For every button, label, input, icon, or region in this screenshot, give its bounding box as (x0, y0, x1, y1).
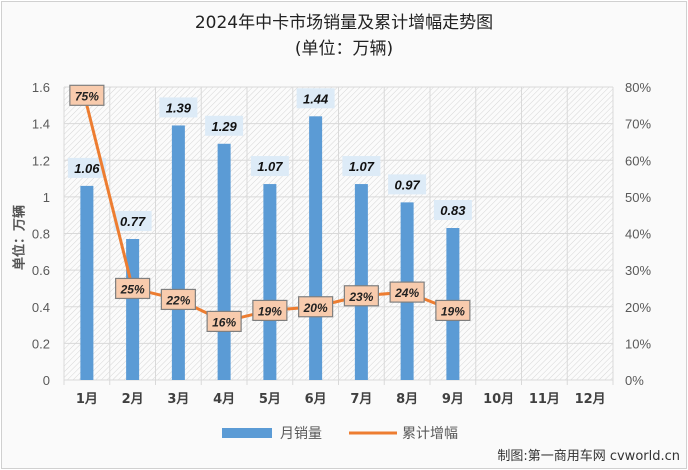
line-data-label: 24% (394, 286, 419, 300)
x-tick-label: 4月 (213, 392, 235, 407)
y-tick-label: 1 (43, 190, 50, 205)
x-tick-label: 11月 (529, 392, 560, 407)
y-tick-label: 0.2 (32, 336, 50, 351)
x-tick-label: 5月 (259, 392, 281, 407)
y-tick-label: 1.4 (32, 117, 50, 132)
bar-data-label: 1.06 (74, 161, 100, 176)
bar-label-bg (113, 210, 152, 231)
bar-3月 (171, 125, 185, 380)
line-data-label: 19% (258, 304, 282, 318)
bar-2月 (126, 238, 140, 380)
x-tick-label: 12月 (575, 392, 606, 407)
y-tick-label: 1.2 (32, 153, 50, 168)
bar-label-bg (296, 88, 335, 109)
legend-line-label: 累计增幅 (402, 426, 458, 442)
x-tick-label: 2月 (122, 392, 144, 407)
x-tick-label: 10月 (483, 392, 514, 407)
bar-label-bg (159, 97, 198, 118)
bar-data-label: 1.07 (349, 159, 375, 174)
y2-tick-label: 40% (625, 227, 651, 242)
chart-title: 2024年中卡市场销量及累计增幅走势图 (194, 13, 494, 33)
x-tick-label: 9月 (442, 392, 464, 407)
bar-label-bg (342, 156, 381, 177)
line-data-label: 25% (120, 282, 145, 296)
bar-data-label: 1.44 (303, 91, 329, 106)
y2-tick-label: 20% (625, 300, 651, 315)
y2-tick-label: 70% (625, 117, 651, 132)
y2-tick-label: 10% (625, 336, 651, 351)
y-tick-label: 0 (43, 373, 50, 388)
line-data-label: 75% (75, 89, 99, 103)
line-data-label: 23% (348, 290, 373, 304)
line-label-bg (115, 277, 151, 300)
line-data-label: 20% (303, 301, 328, 315)
y-tick-label: 0.4 (32, 300, 50, 315)
x-tick-label: 1月 (76, 392, 98, 407)
y-tick-label: 0.8 (32, 227, 50, 242)
y2-tick-label: 0% (625, 373, 644, 388)
bar-5月 (263, 184, 277, 380)
y2-tick-label: 60% (625, 153, 651, 168)
bar-data-label: 1.29 (211, 119, 237, 134)
bar-data-label: 1.07 (257, 159, 283, 174)
y-tick-label: 0.6 (32, 263, 50, 278)
bar-4月 (217, 143, 231, 380)
x-tick-label: 8月 (396, 392, 418, 407)
y2-tick-label: 30% (625, 263, 651, 278)
bar-1月 (80, 185, 94, 380)
bar-label-bg (67, 157, 106, 178)
chart-subtitle: (单位：万辆) (294, 39, 394, 59)
line-label-bg (298, 296, 334, 318)
bar-data-label: 0.77 (120, 214, 146, 229)
x-tick-label: 3月 (167, 392, 189, 407)
y2-tick-label: 50% (625, 190, 651, 205)
line-data-label: 16% (212, 315, 236, 329)
bar-label-bg (205, 115, 244, 136)
y-tick-label: 1.6 (32, 80, 50, 95)
bar-label-bg (388, 174, 427, 195)
bar-7月 (354, 184, 368, 380)
line-data-label: 22% (165, 293, 190, 307)
bar-6月 (309, 116, 323, 381)
line-label-bg (160, 288, 196, 311)
line-label-bg (389, 281, 425, 303)
legend-bar-swatch (222, 428, 272, 438)
x-tick-label: 6月 (305, 392, 327, 407)
bar-label-bg (433, 200, 472, 221)
bar-data-label: 1.39 (166, 100, 192, 115)
legend-bar-label: 月销量 (280, 426, 322, 442)
line-label-bg (69, 84, 105, 106)
y2-tick-label: 80% (625, 80, 651, 95)
bar-label-bg (250, 156, 289, 177)
bar-data-label: 0.97 (394, 177, 420, 192)
line-label-bg (206, 310, 242, 332)
x-tick-label: 7月 (350, 392, 372, 407)
bar-data-label: 0.83 (440, 203, 466, 218)
line-label-bg (252, 299, 288, 322)
line-data-label: 19% (441, 304, 465, 318)
footer-credit: 制图:第一商用车网 cvworld.cn (497, 449, 680, 464)
line-label-bg (343, 285, 379, 307)
line-label-bg (435, 299, 471, 322)
